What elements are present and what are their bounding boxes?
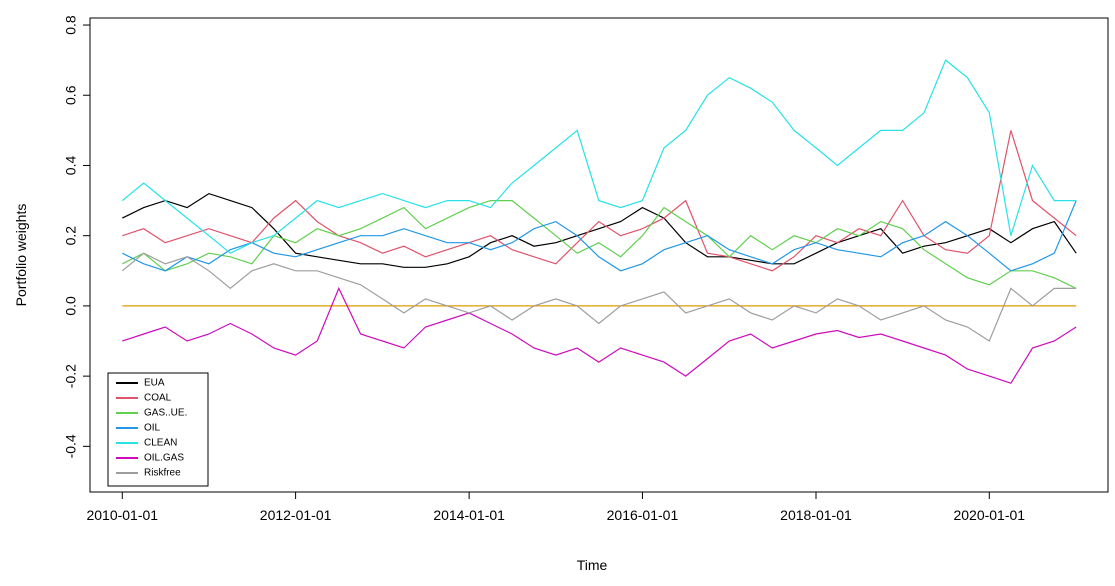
y-tick-label: 0.4 bbox=[63, 156, 79, 176]
series-line bbox=[122, 286, 1077, 384]
legend-label: Riskfree bbox=[144, 468, 181, 479]
y-axis-label: Portfolio weights bbox=[13, 204, 29, 307]
plot-frame bbox=[89, 17, 1109, 493]
legend-label: OIL bbox=[144, 423, 161, 434]
x-tick-label: 2018-01-01 bbox=[780, 507, 852, 523]
legend-label: EUA bbox=[144, 378, 165, 389]
series-line bbox=[121, 59, 1077, 254]
y-tick-label: -0.2 bbox=[63, 364, 79, 388]
y-tick-label: 0.8 bbox=[63, 15, 79, 35]
y-tick-label: 0.0 bbox=[63, 296, 79, 316]
x-tick-label: 2016-01-01 bbox=[607, 507, 679, 523]
series-line bbox=[122, 200, 1077, 272]
series-line bbox=[122, 130, 1077, 272]
series-line bbox=[122, 192, 1077, 268]
y-tick-label: 0.2 bbox=[63, 226, 79, 246]
x-axis-label: Time bbox=[577, 557, 608, 573]
x-tick-label: 2010-01-01 bbox=[86, 507, 158, 523]
legend-label: GAS..UE. bbox=[144, 408, 187, 419]
x-tick-label: 2020-01-01 bbox=[953, 507, 1025, 523]
series-line bbox=[121, 252, 1077, 342]
series-line bbox=[122, 200, 1077, 289]
legend-label: CLEAN bbox=[144, 438, 177, 449]
legend-box bbox=[107, 372, 209, 487]
y-tick-label: -0.4 bbox=[63, 434, 79, 458]
legend-label: COAL bbox=[144, 393, 172, 404]
y-tick-label: 0.6 bbox=[63, 85, 79, 105]
x-tick-label: 2012-01-01 bbox=[260, 507, 332, 523]
x-tick-label: 2014-01-01 bbox=[433, 507, 505, 523]
legend-label: OIL.GAS bbox=[144, 453, 184, 464]
